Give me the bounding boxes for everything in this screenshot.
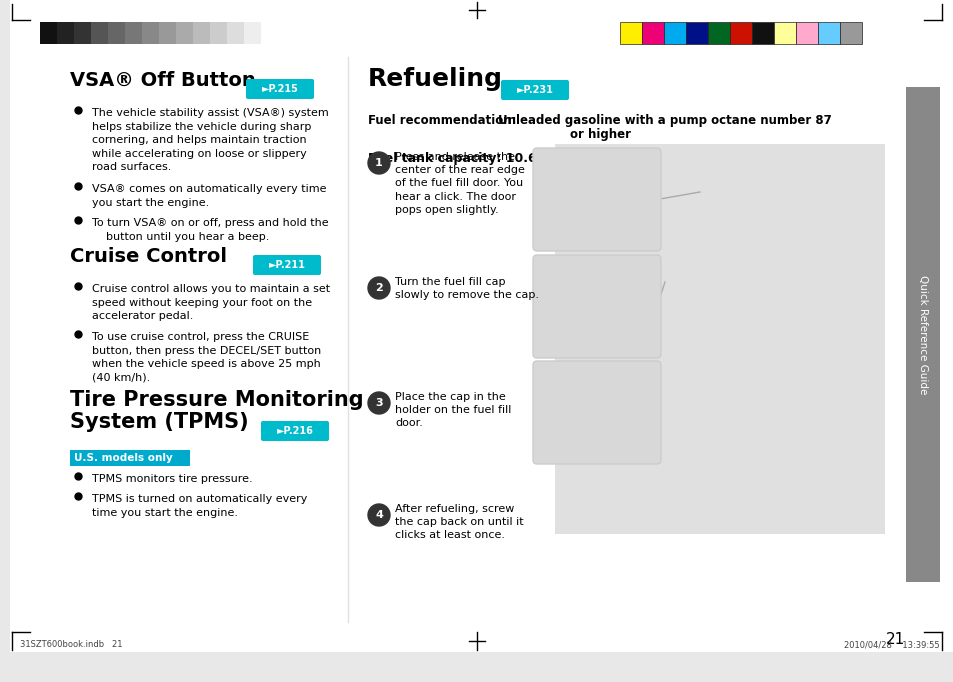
Bar	[707, 22, 729, 44]
Text: 2: 2	[375, 283, 382, 293]
Circle shape	[368, 152, 390, 174]
Bar	[641, 22, 663, 44]
Text: ►P.215: ►P.215	[261, 84, 298, 94]
Bar	[555, 144, 884, 534]
Text: TPMS monitors tire pressure.: TPMS monitors tire pressure.	[91, 474, 253, 484]
Text: System (TPMS): System (TPMS)	[70, 412, 249, 432]
Bar	[40, 22, 57, 44]
Bar	[142, 22, 159, 44]
Text: 3: 3	[375, 398, 382, 408]
Text: Place the cap in the
holder on the fuel fill
door.: Place the cap in the holder on the fuel …	[395, 392, 511, 428]
Text: Quick Reference Guide: Quick Reference Guide	[917, 275, 927, 394]
Circle shape	[368, 504, 390, 526]
Bar	[795, 22, 817, 44]
Bar	[57, 22, 74, 44]
Bar	[663, 22, 685, 44]
Text: Cruise control allows you to maintain a set
speed without keeping your foot on t: Cruise control allows you to maintain a …	[91, 284, 330, 321]
Bar	[125, 22, 142, 44]
Text: VSA® Off Button: VSA® Off Button	[70, 71, 255, 90]
Bar	[244, 22, 261, 44]
Text: Press and release the
center of the rear edge
of the fuel fill door. You
hear a : Press and release the center of the rear…	[395, 152, 524, 215]
FancyBboxPatch shape	[533, 148, 660, 251]
Bar	[91, 22, 108, 44]
Circle shape	[368, 277, 390, 299]
Text: Turn the fuel fill cap
slowly to remove the cap.: Turn the fuel fill cap slowly to remove …	[395, 277, 538, 300]
Text: Fuel recommendation:: Fuel recommendation:	[368, 114, 516, 127]
Text: After refueling, screw
the cap back on until it
clicks at least once.: After refueling, screw the cap back on u…	[395, 504, 523, 540]
Text: or higher: or higher	[569, 128, 630, 141]
Text: ►P.216: ►P.216	[276, 426, 314, 436]
Bar	[905, 87, 939, 582]
Circle shape	[368, 392, 390, 414]
FancyBboxPatch shape	[261, 421, 329, 441]
Text: 21: 21	[884, 632, 904, 647]
Bar	[840, 22, 862, 44]
FancyBboxPatch shape	[246, 79, 314, 99]
Text: Refueling: Refueling	[368, 67, 502, 91]
Bar	[193, 22, 210, 44]
Text: U.S. models only: U.S. models only	[74, 453, 172, 463]
Text: 1: 1	[375, 158, 382, 168]
Bar	[70, 450, 190, 466]
Bar	[159, 22, 175, 44]
Bar	[108, 22, 125, 44]
Text: Tire Pressure Monitoring: Tire Pressure Monitoring	[70, 390, 363, 410]
Text: ►P.231: ►P.231	[516, 85, 553, 95]
Text: 31SZT600book.indb   21: 31SZT600book.indb 21	[20, 640, 122, 649]
Text: VSA® comes on automatically every time
you start the engine.: VSA® comes on automatically every time y…	[91, 184, 326, 207]
Bar	[74, 22, 91, 44]
Text: TPMS is turned on automatically every
time you start the engine.: TPMS is turned on automatically every ti…	[91, 494, 307, 518]
Text: Cruise Control: Cruise Control	[70, 247, 227, 266]
Bar	[729, 22, 751, 44]
Bar	[210, 22, 227, 44]
Bar	[817, 22, 840, 44]
Bar	[175, 22, 193, 44]
Bar	[227, 22, 244, 44]
FancyBboxPatch shape	[500, 80, 568, 100]
Bar	[619, 22, 641, 44]
Text: 2010/04/28    13:39:55: 2010/04/28 13:39:55	[843, 640, 939, 649]
Text: Fuel tank capacity: 10.6 US gal (40 L): Fuel tank capacity: 10.6 US gal (40 L)	[368, 152, 631, 165]
Bar	[773, 22, 795, 44]
Text: ►P.211: ►P.211	[269, 260, 305, 270]
Bar	[685, 22, 707, 44]
FancyBboxPatch shape	[253, 255, 320, 275]
Text: To use cruise control, press the CRUISE
button, then press the DECEL/SET button
: To use cruise control, press the CRUISE …	[91, 332, 321, 383]
FancyBboxPatch shape	[533, 255, 660, 358]
Text: Unleaded gasoline with a pump octane number 87: Unleaded gasoline with a pump octane num…	[497, 114, 831, 127]
FancyBboxPatch shape	[533, 361, 660, 464]
Text: To turn VSA® on or off, press and hold the
    button until you hear a beep.: To turn VSA® on or off, press and hold t…	[91, 218, 328, 241]
Bar	[751, 22, 773, 44]
Text: 4: 4	[375, 510, 382, 520]
Text: The vehicle stability assist (VSA®) system
helps stabilize the vehicle during sh: The vehicle stability assist (VSA®) syst…	[91, 108, 329, 173]
